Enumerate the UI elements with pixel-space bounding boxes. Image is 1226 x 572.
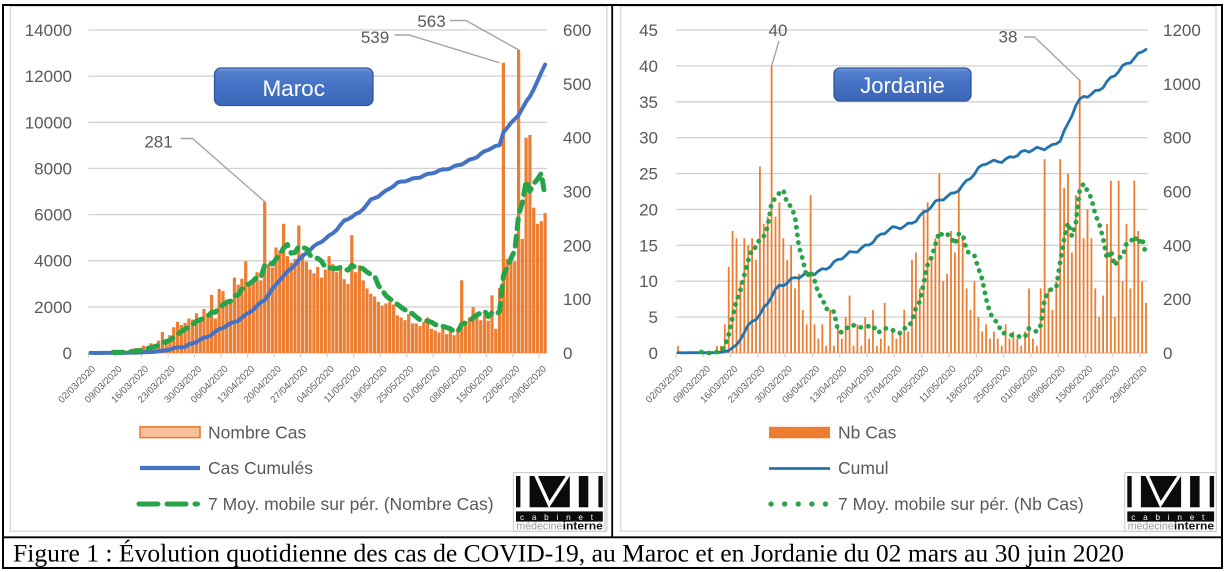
svg-text:30: 30 bbox=[639, 129, 658, 148]
svg-text:interne: interne bbox=[563, 521, 603, 533]
svg-text:10000: 10000 bbox=[25, 113, 72, 132]
svg-text:500: 500 bbox=[563, 75, 591, 94]
svg-text:20: 20 bbox=[639, 200, 658, 219]
svg-text:400: 400 bbox=[1163, 236, 1191, 255]
svg-text:1200: 1200 bbox=[1163, 21, 1201, 40]
svg-text:4000: 4000 bbox=[34, 252, 72, 271]
svg-text:médecine: médecine bbox=[1128, 521, 1174, 533]
svg-text:35: 35 bbox=[639, 93, 658, 112]
svg-text:45: 45 bbox=[639, 21, 658, 40]
svg-text:Nombre Cas: Nombre Cas bbox=[208, 423, 306, 443]
svg-text:400: 400 bbox=[563, 129, 591, 148]
svg-text:Maroc: Maroc bbox=[262, 76, 325, 101]
svg-text:15: 15 bbox=[639, 236, 658, 255]
svg-text:0: 0 bbox=[63, 344, 72, 363]
svg-text:600: 600 bbox=[563, 21, 591, 40]
svg-text:0: 0 bbox=[649, 344, 658, 363]
svg-text:38: 38 bbox=[999, 28, 1018, 47]
svg-text:100: 100 bbox=[563, 290, 591, 309]
svg-text:10: 10 bbox=[639, 272, 658, 291]
svg-text:200: 200 bbox=[1163, 290, 1191, 309]
svg-text:7 Moy. mobile sur pér. (Nb Cas: 7 Moy. mobile sur pér. (Nb Cas) bbox=[838, 494, 1084, 514]
svg-text:200: 200 bbox=[563, 236, 591, 255]
svg-text:281: 281 bbox=[144, 133, 172, 152]
svg-text:800: 800 bbox=[1163, 129, 1191, 148]
svg-text:600: 600 bbox=[1163, 183, 1191, 202]
svg-text:Cas Cumulés: Cas Cumulés bbox=[208, 458, 313, 478]
svg-text:médecine: médecine bbox=[516, 521, 562, 533]
svg-text:539: 539 bbox=[361, 28, 389, 47]
svg-text:7 Moy. mobile sur pér. (Nombre: 7 Moy. mobile sur pér. (Nombre Cas) bbox=[208, 494, 494, 514]
svg-text:Nb Cas: Nb Cas bbox=[838, 423, 897, 443]
svg-text:300: 300 bbox=[563, 183, 591, 202]
svg-text:cabinet: cabinet bbox=[520, 513, 599, 522]
svg-text:5: 5 bbox=[649, 308, 658, 327]
svg-text:Jordanie: Jordanie bbox=[860, 73, 944, 98]
svg-text:25: 25 bbox=[639, 165, 658, 184]
svg-text:0: 0 bbox=[563, 344, 572, 363]
svg-text:1000: 1000 bbox=[1163, 75, 1201, 94]
svg-text:Cumul: Cumul bbox=[838, 458, 889, 478]
svg-text:12000: 12000 bbox=[25, 67, 72, 86]
svg-text:14000: 14000 bbox=[25, 21, 72, 40]
svg-text:2000: 2000 bbox=[34, 298, 72, 317]
svg-text:563: 563 bbox=[417, 12, 445, 31]
svg-text:6000: 6000 bbox=[34, 206, 72, 225]
svg-text:Figure 1 : Évolution quotidien: Figure 1 : Évolution quotidienne des cas… bbox=[13, 539, 1124, 568]
svg-text:40: 40 bbox=[639, 57, 658, 76]
svg-text:cabinet: cabinet bbox=[1131, 513, 1210, 522]
svg-text:0: 0 bbox=[1163, 344, 1172, 363]
svg-text:40: 40 bbox=[769, 21, 788, 40]
svg-text:interne: interne bbox=[1174, 521, 1214, 533]
svg-text:8000: 8000 bbox=[34, 159, 72, 178]
